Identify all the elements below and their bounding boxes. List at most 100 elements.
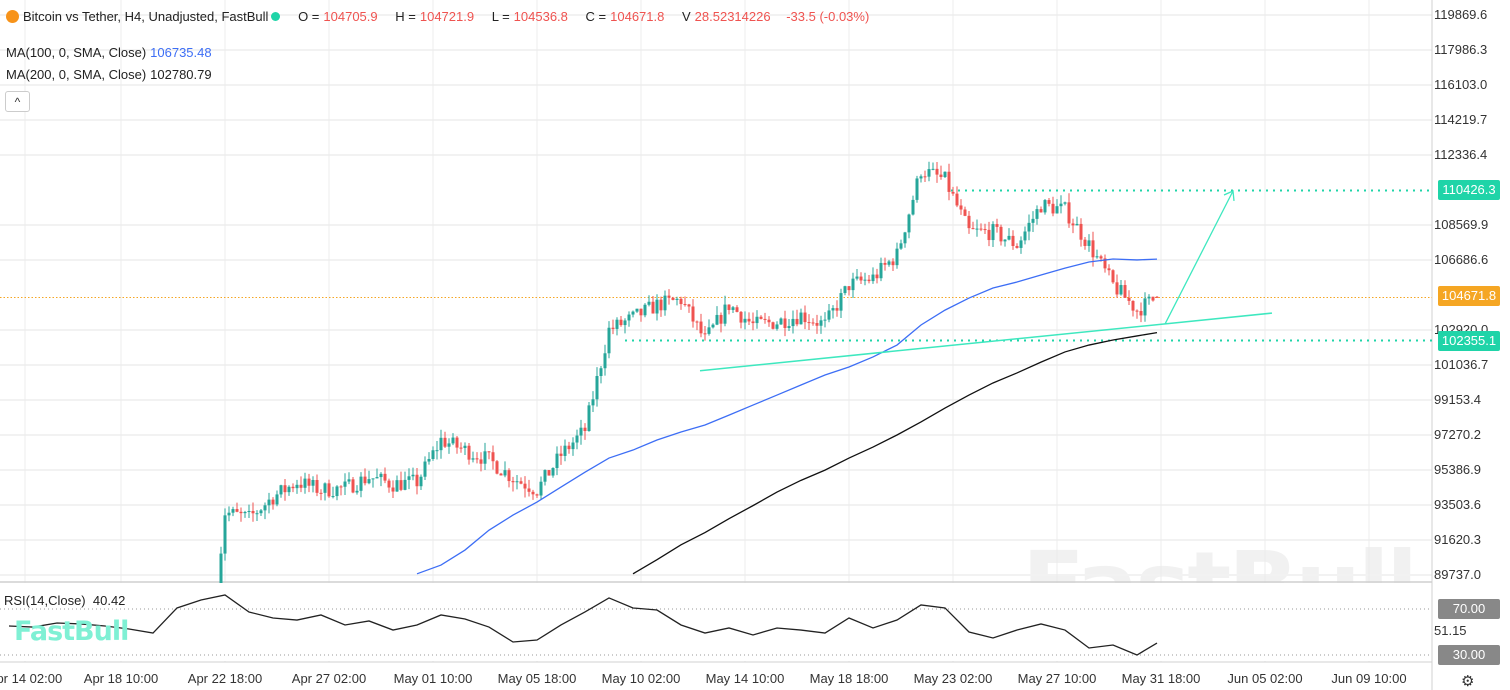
ma100-legend[interactable]: MA(100, 0, SMA, Close) 106735.48 xyxy=(6,45,216,60)
candle-up xyxy=(843,286,847,294)
candle-down xyxy=(739,311,743,323)
price-axis-label: 95386.9 xyxy=(1434,461,1481,477)
candle-up xyxy=(579,427,583,436)
ma200-label: MA(200, 0, SMA, Close) xyxy=(6,67,147,82)
candle-down xyxy=(963,209,967,216)
candle-down xyxy=(1111,270,1115,283)
candle-down xyxy=(507,470,511,482)
volume-label: V xyxy=(681,9,691,24)
candle-down xyxy=(1131,300,1135,311)
candle-up xyxy=(267,499,271,506)
candle-up xyxy=(623,320,627,326)
candle-up xyxy=(431,450,435,459)
candle-down xyxy=(291,486,295,489)
candle-down xyxy=(363,476,367,484)
candle-up xyxy=(723,304,727,324)
candle-up xyxy=(927,169,931,177)
candle-down xyxy=(567,445,571,450)
candle-down xyxy=(935,168,939,175)
open-value: 104705.9 xyxy=(323,9,378,24)
candle-down xyxy=(687,304,691,307)
candle-up xyxy=(259,510,263,514)
candle-up xyxy=(631,311,635,315)
candle-up xyxy=(451,437,455,444)
low-value: 104536.8 xyxy=(513,9,568,24)
candle-up xyxy=(819,320,823,326)
candle-down xyxy=(327,483,331,497)
ma200-legend[interactable]: MA(200, 0, SMA, Close) 102780.79 xyxy=(6,67,216,82)
candle-down xyxy=(531,491,535,495)
candle-up xyxy=(1043,200,1047,213)
candle-down xyxy=(491,452,495,462)
time-axis-label: May 27 10:00 xyxy=(1017,671,1097,686)
price-axis-label: 91620.3 xyxy=(1434,531,1481,547)
candle-up xyxy=(919,176,923,179)
candle-down xyxy=(727,304,731,310)
candle-down xyxy=(783,318,787,328)
candle-down xyxy=(455,437,459,448)
rsi-legend[interactable]: RSI(14,Close) 40.42 xyxy=(4,593,125,608)
time-axis-label: May 10 02:00 xyxy=(601,671,681,686)
rsi-pane-background xyxy=(0,583,1431,661)
projection-arrow xyxy=(1164,190,1234,325)
candle-up xyxy=(675,298,679,300)
candle-up xyxy=(375,477,379,479)
candle-down xyxy=(475,458,479,460)
candle-up xyxy=(791,318,795,327)
candle-up xyxy=(855,276,859,279)
candle-down xyxy=(519,481,523,484)
candle-down xyxy=(1123,285,1127,298)
candle-down xyxy=(1107,268,1111,271)
candle-up xyxy=(823,319,827,321)
candle-down xyxy=(1079,223,1083,240)
candle-up xyxy=(595,376,599,400)
candle-down xyxy=(535,494,539,496)
open-label: O = xyxy=(298,9,320,24)
candle-down xyxy=(459,447,463,449)
candle-up xyxy=(343,481,347,487)
price-axis-label: 117986.3 xyxy=(1434,42,1488,57)
collapse-legend-button[interactable]: ^ xyxy=(5,91,30,112)
candle-up xyxy=(787,326,791,328)
candle-down xyxy=(747,318,751,322)
candle-up xyxy=(463,445,467,449)
candle-up xyxy=(827,310,831,320)
candle-down xyxy=(1115,282,1119,295)
candle-down xyxy=(883,262,887,265)
candle-down xyxy=(835,308,839,311)
candle-down xyxy=(891,261,895,266)
candle-down xyxy=(659,299,663,311)
candle-down xyxy=(651,301,655,314)
candle-down xyxy=(399,480,403,490)
candle-up xyxy=(571,442,575,450)
candle-up xyxy=(219,553,223,594)
candle-up xyxy=(403,479,407,490)
candle-down xyxy=(319,492,323,494)
candle-down xyxy=(387,480,391,488)
last-price-tag: 104671.8 xyxy=(1438,286,1500,306)
price-axis-label: 116103.0 xyxy=(1434,77,1488,92)
candle-up xyxy=(1075,223,1079,226)
price-axis-label: 112336.4 xyxy=(1434,147,1488,162)
candle-up xyxy=(395,480,399,492)
gear-icon[interactable]: ⚙ xyxy=(1461,673,1475,690)
price-axis-label: 93503.6 xyxy=(1434,496,1481,512)
time-axis-label: Apr 18 10:00 xyxy=(83,671,159,686)
time-axis-label: Apr 27 02:00 xyxy=(291,671,367,686)
candle-down xyxy=(351,479,355,493)
candle-down xyxy=(1083,239,1087,246)
price-axis-label: 114219.7 xyxy=(1434,112,1488,127)
candle-up xyxy=(775,324,779,329)
candle-down xyxy=(683,304,687,306)
candle-up xyxy=(1119,285,1123,295)
candle-down xyxy=(523,483,527,489)
candle-up xyxy=(707,327,711,334)
time-axis-label: May 23 02:00 xyxy=(913,671,993,686)
candle-down xyxy=(499,473,503,476)
candle-down xyxy=(271,499,275,505)
candle-down xyxy=(467,445,471,460)
rsi-level-tag: 70.00 xyxy=(1438,599,1500,619)
ma200-value: 102780.79 xyxy=(150,67,212,82)
candle-up xyxy=(635,308,639,312)
